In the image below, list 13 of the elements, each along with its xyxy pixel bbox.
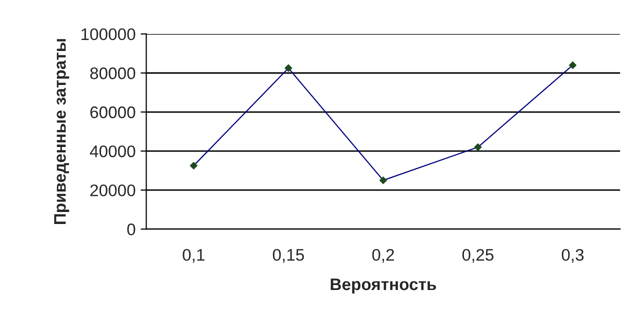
x-tick-label: 0,1 xyxy=(182,248,204,263)
y-tick-label: 0 xyxy=(127,224,136,236)
y-tick-label: 20000 xyxy=(90,184,136,196)
x-tick-label: 0,15 xyxy=(272,248,304,263)
x-tick-label: 0,2 xyxy=(372,248,394,263)
y-tick-label: 60000 xyxy=(90,106,136,118)
y-tick-label: 80000 xyxy=(90,67,136,80)
x-axis-title: Вероятность xyxy=(330,278,436,294)
x-tick-label: 0,25 xyxy=(462,248,494,263)
x-tick-label: 0,3 xyxy=(562,248,584,263)
y-axis-title: Приведенные затраты xyxy=(54,39,70,224)
y-tick-label: 40000 xyxy=(90,145,136,158)
y-tick-label: 100000 xyxy=(82,28,136,40)
